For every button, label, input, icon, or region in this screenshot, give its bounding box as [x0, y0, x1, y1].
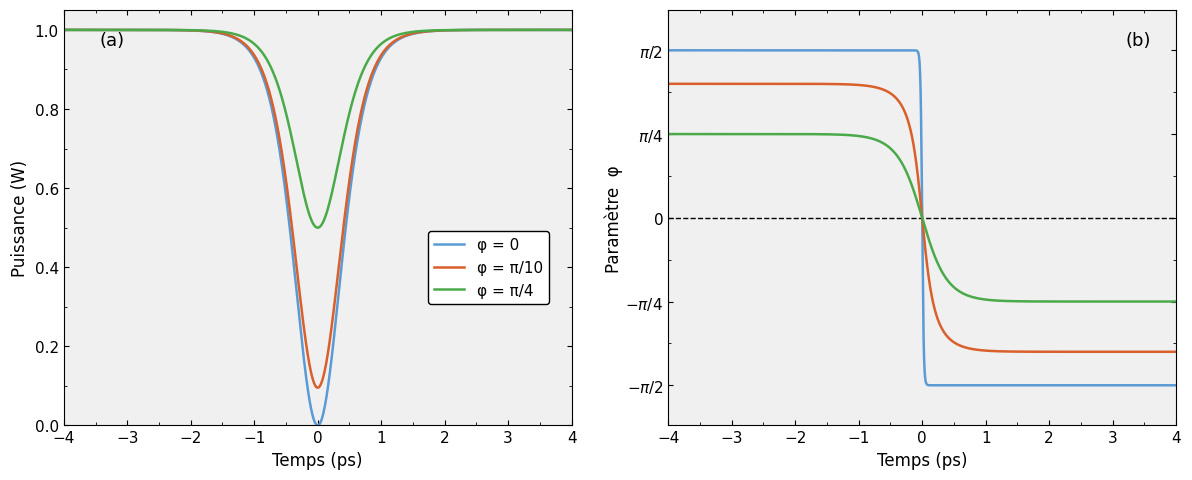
φ = π/10	[77, 28, 92, 34]
Y-axis label: Puissance (W): Puissance (W)	[11, 160, 29, 277]
φ = π/10	[538, 28, 552, 34]
Line: φ = π/10: φ = π/10	[64, 31, 572, 388]
Y-axis label: Paramètre  φ: Paramètre φ	[604, 165, 622, 272]
φ = π/10	[156, 28, 170, 34]
φ = 0	[57, 28, 72, 34]
φ = 0	[58, 28, 73, 34]
φ = 0	[311, 423, 325, 429]
φ = π/4	[87, 28, 101, 34]
Line: φ = 0: φ = 0	[64, 31, 572, 426]
φ = 0	[77, 28, 92, 34]
φ = 0	[156, 28, 170, 34]
φ = π/10	[57, 28, 72, 34]
Line: φ = π/4: φ = π/4	[64, 31, 572, 228]
Legend: φ = 0, φ = π/10, φ = π/4: φ = 0, φ = π/10, φ = π/4	[428, 232, 548, 304]
X-axis label: Temps (ps): Temps (ps)	[273, 451, 362, 469]
X-axis label: Temps (ps): Temps (ps)	[877, 451, 968, 469]
φ = π/4	[156, 28, 170, 34]
φ = π/4	[77, 28, 92, 34]
φ = π/10	[58, 28, 73, 34]
Text: (b): (b)	[1125, 32, 1150, 50]
φ = π/10	[305, 374, 319, 380]
φ = 0	[87, 28, 101, 34]
φ = 0	[305, 410, 319, 416]
φ = π/4	[58, 28, 73, 34]
φ = π/4	[538, 28, 552, 34]
φ = 0	[565, 28, 579, 34]
φ = π/10	[87, 28, 101, 34]
φ = π/10	[311, 385, 325, 391]
φ = π/4	[57, 28, 72, 34]
φ = π/10	[565, 28, 579, 34]
φ = π/4	[311, 225, 325, 231]
φ = 0	[538, 28, 552, 34]
Text: (a): (a)	[99, 32, 124, 50]
φ = π/4	[305, 219, 319, 225]
φ = π/4	[565, 28, 579, 34]
